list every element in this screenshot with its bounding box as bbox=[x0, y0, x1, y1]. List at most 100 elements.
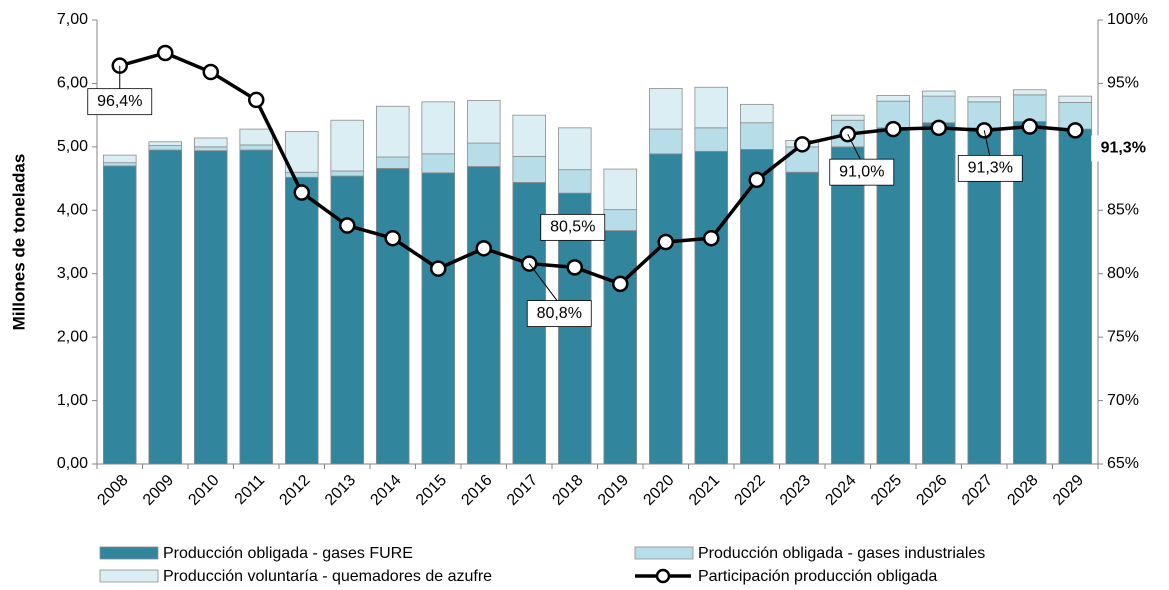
bar bbox=[557, 127, 592, 171]
y-axis-label: Millones de toneladas bbox=[9, 154, 28, 331]
legend-label: Participación producción obligada bbox=[698, 568, 937, 585]
bar bbox=[921, 95, 956, 124]
x-tick-label: 2012 bbox=[276, 472, 313, 509]
y-tick-label: 4,00 bbox=[57, 202, 88, 219]
line-marker bbox=[202, 63, 219, 81]
bar bbox=[603, 230, 638, 465]
line-marker bbox=[430, 260, 447, 277]
line bbox=[119, 51, 1076, 286]
legend-swatch bbox=[99, 569, 159, 583]
x-tick-label: 2017 bbox=[504, 472, 541, 509]
y-tick-label: 0,00 bbox=[57, 455, 88, 472]
label-box bbox=[829, 158, 895, 186]
bar bbox=[694, 150, 729, 465]
line-marker bbox=[566, 259, 583, 276]
bar bbox=[921, 122, 956, 465]
bar bbox=[102, 165, 137, 465]
bar bbox=[557, 169, 592, 194]
bar bbox=[830, 146, 865, 465]
legend-marker bbox=[655, 568, 671, 584]
bar bbox=[466, 166, 501, 465]
data-label: 96,4% bbox=[97, 93, 142, 110]
bar bbox=[148, 145, 183, 151]
y-tick-label: 2,00 bbox=[57, 328, 88, 345]
bar bbox=[375, 168, 410, 465]
x-tick-label: 2020 bbox=[640, 472, 677, 509]
x-tick-label: 2025 bbox=[868, 472, 905, 509]
bar bbox=[648, 128, 683, 155]
bar bbox=[1058, 128, 1093, 465]
bar bbox=[193, 137, 228, 148]
x-tick-label: 2008 bbox=[94, 472, 131, 509]
y2-tick-label: 85% bbox=[1107, 202, 1139, 219]
x-tick-label: 2022 bbox=[731, 472, 768, 509]
line-marker bbox=[1021, 118, 1038, 135]
leader-line bbox=[983, 130, 991, 159]
y-tick-label: 6,00 bbox=[57, 75, 88, 92]
line-marker bbox=[930, 119, 947, 137]
bar bbox=[466, 100, 501, 144]
label-box bbox=[87, 88, 153, 116]
bar bbox=[1058, 95, 1093, 103]
x-tick-label: 2024 bbox=[822, 472, 859, 509]
line-marker bbox=[475, 240, 492, 257]
line-marker bbox=[885, 120, 902, 138]
x-tick-label: 2019 bbox=[595, 472, 632, 509]
bar bbox=[967, 96, 1002, 103]
bar bbox=[830, 114, 865, 121]
y2-tick-label: 100% bbox=[1107, 11, 1148, 28]
line-marker bbox=[657, 233, 674, 251]
leader-line bbox=[528, 263, 560, 304]
bar bbox=[603, 209, 638, 231]
bar bbox=[330, 170, 365, 177]
bar bbox=[1012, 94, 1047, 122]
y2-tick-label: 95% bbox=[1107, 75, 1139, 92]
line-marker bbox=[157, 44, 174, 62]
line-marker bbox=[339, 217, 356, 234]
bar bbox=[102, 162, 137, 167]
bar bbox=[466, 142, 501, 167]
line-marker bbox=[248, 91, 265, 109]
bar bbox=[739, 122, 774, 150]
data-label: 80,5% bbox=[550, 219, 595, 236]
x-tick-label: 2015 bbox=[413, 472, 450, 509]
bar bbox=[375, 105, 410, 158]
x-tick-label: 2027 bbox=[959, 472, 996, 509]
y2-tick-label: 70% bbox=[1107, 392, 1139, 409]
x-tick-label: 2016 bbox=[458, 472, 495, 509]
bar bbox=[239, 149, 274, 465]
data-label: 91,0% bbox=[839, 163, 884, 180]
bar bbox=[421, 101, 456, 155]
label-box bbox=[526, 300, 592, 327]
x-tick-label: 2018 bbox=[549, 472, 586, 509]
y2-tick-label: 80% bbox=[1107, 265, 1139, 282]
y-tick-label: 1,00 bbox=[57, 392, 88, 409]
bar bbox=[648, 88, 683, 130]
bar bbox=[876, 95, 911, 102]
bar bbox=[648, 153, 683, 465]
line-marker bbox=[748, 171, 765, 189]
bar bbox=[375, 156, 410, 169]
x-tick-label: 2009 bbox=[140, 472, 177, 509]
bar bbox=[512, 155, 547, 183]
bar bbox=[512, 114, 547, 157]
bar bbox=[284, 131, 319, 173]
line-marker bbox=[1067, 122, 1084, 139]
legend-swatch bbox=[99, 546, 159, 560]
x-tick-label: 2013 bbox=[322, 472, 359, 509]
bar bbox=[603, 168, 638, 211]
bar bbox=[239, 128, 274, 146]
x-tick-label: 2028 bbox=[1004, 472, 1041, 509]
bar bbox=[967, 127, 1002, 465]
bar bbox=[239, 144, 274, 151]
line-marker bbox=[384, 229, 401, 247]
bar bbox=[193, 150, 228, 465]
bar bbox=[739, 148, 774, 465]
data-label: 91,3% bbox=[1101, 140, 1146, 157]
y-tick-label: 7,00 bbox=[57, 11, 88, 28]
y2-tick-label: 65% bbox=[1107, 455, 1139, 472]
y-tick-label: 3,00 bbox=[57, 265, 88, 282]
x-tick-label: 2026 bbox=[913, 472, 950, 509]
x-tick-label: 2021 bbox=[686, 472, 723, 509]
